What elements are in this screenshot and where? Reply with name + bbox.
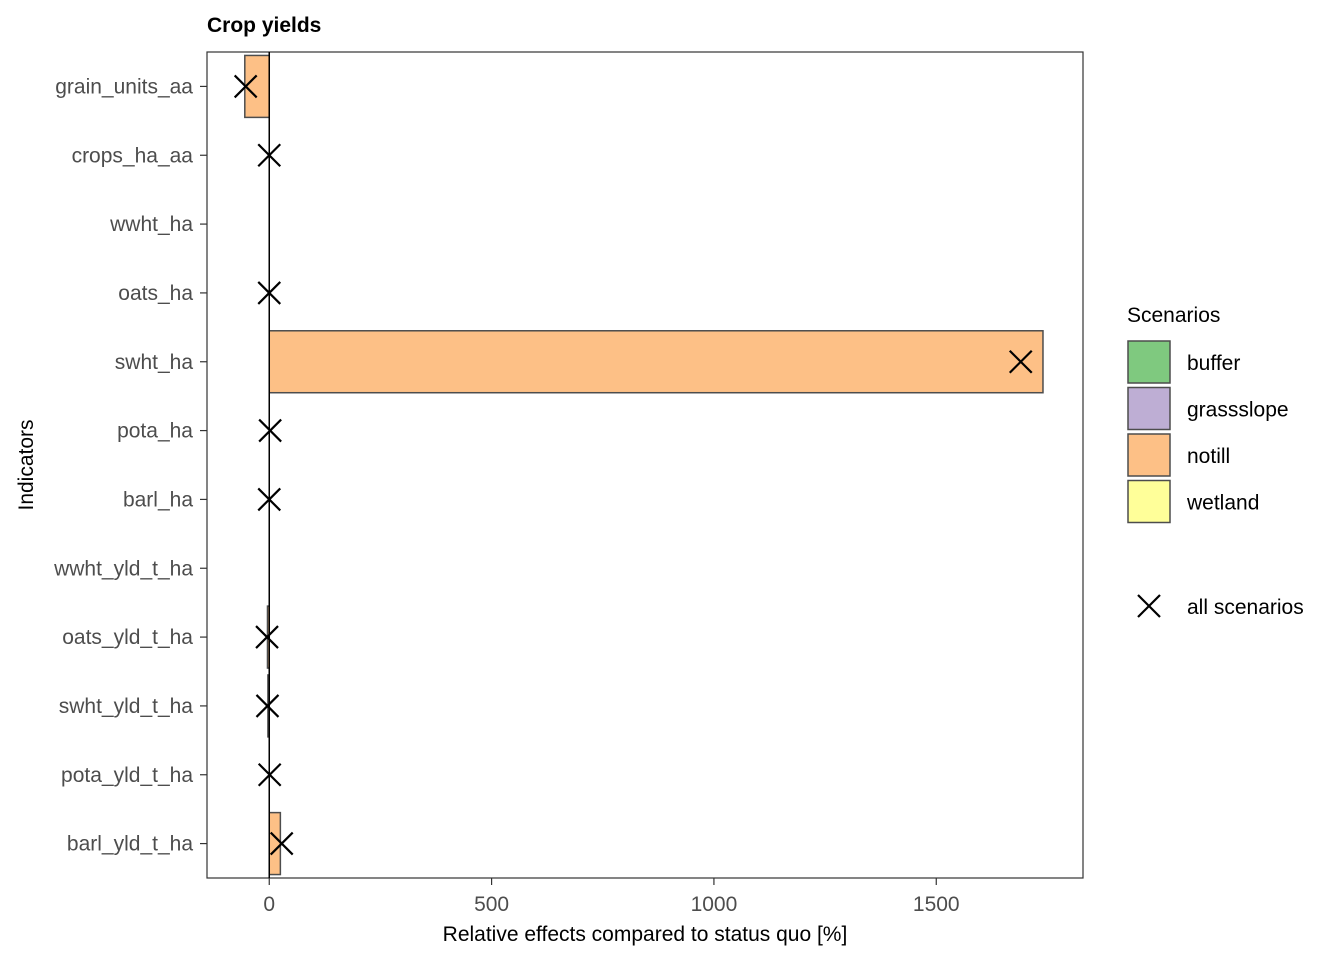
- legend-title: Scenarios: [1127, 304, 1220, 327]
- bar-notill-swht_ha: [268, 330, 1044, 394]
- x-tick-label: 0: [263, 893, 275, 916]
- y-tick-label-oats_yld_t_ha: oats_yld_t_ha: [62, 626, 193, 649]
- y-tick-label-pota_ha: pota_ha: [117, 420, 193, 443]
- legend-label-buffer: buffer: [1187, 352, 1240, 375]
- marker-all-oats_ha: [257, 281, 282, 305]
- legend-label-notill: notill: [1187, 445, 1230, 468]
- y-tick-label-pota_yld_t_ha: pota_yld_t_ha: [61, 764, 193, 787]
- plot-panel: [206, 51, 1084, 879]
- y-tick-label-wwht_yld_t_ha: wwht_yld_t_ha: [53, 557, 193, 580]
- y-tick-label-barl_ha: barl_ha: [123, 488, 193, 511]
- legend-swatch-buffer: [1127, 340, 1171, 384]
- legend-label-wetland: wetland: [1186, 492, 1259, 515]
- marker-all-pota_ha: [258, 418, 282, 443]
- legend-marker-all-scenarios: [1137, 594, 1161, 618]
- legend-label-all-scenarios: all scenarios: [1187, 596, 1304, 619]
- x-tick-label: 500: [474, 893, 509, 916]
- marker-all-crops_ha_aa: [257, 143, 282, 168]
- marker-all-barl_yld_t_ha: [269, 831, 294, 856]
- bar-notill-grain_units_aa: [244, 54, 271, 119]
- marker-all-swht_ha: [1008, 349, 1033, 374]
- legend-swatch-wetland: [1127, 479, 1171, 524]
- chart-title: Crop yields: [207, 14, 321, 37]
- x-axis-title: Relative effects compared to status quo …: [443, 923, 848, 946]
- marker-all-swht_yld_t_ha: [255, 694, 280, 718]
- marker-all-pota_yld_t_ha: [257, 762, 282, 787]
- y-axis-title: Indicators: [15, 419, 38, 510]
- marker-all-barl_ha: [257, 487, 282, 512]
- legend-label-grassslope: grassslope: [1187, 399, 1289, 422]
- y-tick-label-barl_yld_t_ha: barl_yld_t_ha: [67, 833, 193, 856]
- marker-all-grain_units_aa: [233, 74, 258, 99]
- x-tick-label: 1000: [691, 893, 738, 916]
- marker-all-oats_yld_t_ha: [255, 625, 279, 649]
- y-tick-label-oats_ha: oats_ha: [118, 282, 193, 305]
- legend-swatch-grassslope: [1127, 386, 1171, 431]
- y-tick-label-wwht_ha: wwht_ha: [109, 213, 193, 236]
- y-tick-label-crops_ha_aa: crops_ha_aa: [72, 144, 194, 167]
- y-tick-label-swht_ha: swht_ha: [115, 351, 194, 374]
- bar-notill-barl_yld_t_ha: [268, 811, 282, 876]
- x-tick-label: 1500: [913, 893, 960, 916]
- y-tick-label-grain_units_aa: grain_units_aa: [55, 75, 193, 98]
- legend-swatch-notill: [1127, 433, 1171, 477]
- y-tick-label-swht_yld_t_ha: swht_yld_t_ha: [59, 695, 194, 718]
